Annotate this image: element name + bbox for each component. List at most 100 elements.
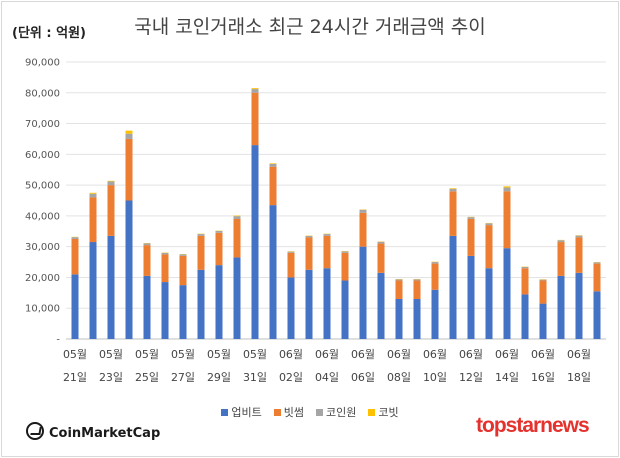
x-tick-label-day: 18일 (567, 370, 591, 384)
bar-segment (89, 192, 97, 194)
bar-segment (323, 234, 331, 236)
x-tick-label-day: 25일 (135, 370, 159, 384)
bar-segment (359, 246, 367, 339)
y-tick-label: 10,000 (25, 304, 60, 315)
bar-segment (161, 254, 169, 283)
x-tick-label-month: 05월 (135, 348, 159, 361)
legend-swatch (368, 409, 376, 416)
bar-segment (233, 218, 241, 258)
bar-segment (395, 280, 403, 299)
bar-segment (503, 187, 511, 192)
x-tick-label-month: 06월 (279, 348, 303, 361)
bar-segment (179, 254, 187, 256)
bar-segment (125, 133, 133, 139)
x-tick-label-month: 05월 (171, 348, 195, 361)
bar-segment (125, 130, 133, 134)
y-tick-label: 30,000 (25, 242, 60, 253)
y-tick-label: 20,000 (25, 273, 60, 284)
bar-segment (251, 89, 259, 93)
topstarnews-logo: topstarnews (476, 414, 590, 437)
x-tick-label-day: 04일 (315, 370, 339, 384)
bar-segment (449, 188, 457, 192)
bar-segment (431, 263, 439, 290)
bar-segment (143, 243, 151, 246)
bar-segment (89, 242, 97, 339)
x-tick-label-month: 06월 (531, 348, 555, 361)
legend-item: 빗썸 (273, 404, 304, 420)
bar-segment (431, 262, 439, 264)
legend-swatch (221, 409, 229, 416)
bar-segment (269, 163, 277, 164)
x-tick-label-day: 16일 (531, 370, 555, 384)
bar-segment (251, 92, 259, 146)
bar-segment (395, 298, 403, 339)
legend-swatch (316, 409, 323, 416)
bar-segment (71, 238, 79, 275)
bar-segment (539, 280, 547, 304)
bar-segment (503, 186, 511, 188)
legend-label: 업비트 (231, 406, 262, 419)
x-tick-label-day: 06일 (351, 370, 375, 384)
bar-segment (467, 255, 475, 339)
x-tick-label-month: 05월 (207, 348, 231, 361)
bar-segment (71, 274, 79, 339)
x-tick-label-month: 06월 (387, 348, 411, 361)
bar-segment (161, 282, 169, 339)
unit-label: (단위 : 억원) (12, 26, 86, 41)
bar-segment (485, 268, 493, 339)
bar-segment (521, 268, 529, 295)
bar-segment (467, 218, 475, 256)
bar-segment (521, 266, 529, 269)
bar-segment (107, 185, 115, 236)
y-tick-label: 90,000 (25, 58, 60, 69)
legend-item: 업비트 (221, 404, 262, 420)
y-axis-ticks: - 10,000 20,000 30,000 40,000 50,000 60,000 70,… (25, 58, 60, 346)
bar-segment (593, 291, 601, 339)
bar-segment (575, 237, 583, 273)
bar-segment (377, 241, 385, 244)
bar-segment (539, 279, 547, 281)
x-tick-label-day: 14일 (495, 370, 519, 384)
bar-segment (341, 252, 349, 281)
bar-segment (557, 242, 565, 276)
stacked-bar-chart: - 10,000 20,000 30,000 40,000 50,000 60,000 70,… (25, 58, 606, 384)
chart-title: 국내 코인거래소 최근 24시간 거래금액 추이 (134, 16, 486, 38)
bar-segment (125, 200, 133, 339)
bar-segment (197, 269, 205, 339)
bar-segment (575, 235, 583, 238)
bar-segment (359, 209, 367, 213)
y-tick-label: 40,000 (25, 211, 60, 222)
bar-segment (341, 251, 349, 253)
bar-segment (305, 235, 313, 238)
grid-lines (66, 61, 606, 340)
bar-segment (269, 163, 277, 167)
coinmarketcap-logo-text: CoinMarketCap (49, 426, 161, 441)
x-tick-label-month: 06월 (315, 348, 339, 361)
bar-segment (413, 280, 421, 299)
legend-label: 코인원 (326, 406, 357, 419)
coinmarketcap-logo: CoinMarketCap (26, 422, 160, 441)
bar-segment (413, 279, 421, 281)
x-tick-label-month: 05월 (243, 348, 267, 361)
x-tick-label-month: 05월 (63, 348, 87, 361)
bar-segment (593, 263, 601, 292)
bar-segment (341, 280, 349, 339)
bar-segment (143, 245, 151, 276)
bar-segment (287, 252, 295, 278)
bar-segment (251, 88, 259, 90)
y-tick-label: - (56, 335, 60, 346)
bar-segment (107, 181, 115, 186)
bar-segment (449, 235, 457, 339)
x-tick-label-day: 08일 (387, 370, 411, 384)
x-tick-label-month: 06월 (423, 348, 447, 361)
bar-segment (287, 251, 295, 253)
x-tick-label-day: 29일 (207, 370, 231, 384)
bar-segment (179, 255, 187, 286)
x-tick-label-day: 10일 (423, 370, 447, 384)
bar-segment (413, 298, 421, 339)
x-tick-label-month: 06월 (459, 348, 483, 361)
x-tick-label-day: 12일 (459, 370, 483, 384)
bar-segment (251, 145, 259, 339)
x-axis-ticks: 05월 21일 05월 23일 05월 25일 05월 27일 05월 29일 05월 31일 06월 0… (63, 348, 591, 384)
